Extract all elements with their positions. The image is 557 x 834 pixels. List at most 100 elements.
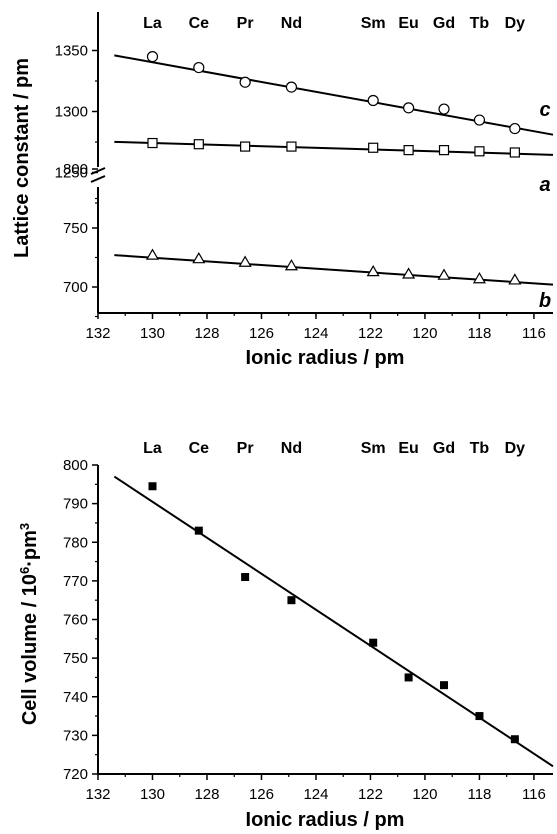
y-tick-label: 1350 — [55, 43, 88, 60]
element-label-gd: Gd — [433, 440, 455, 457]
axis-break-mark — [90, 175, 106, 183]
data-point-filled-square — [194, 526, 203, 535]
x-tick-label: 124 — [303, 325, 328, 342]
y-axis-label-part: 3 — [17, 523, 32, 530]
x-tick-label: 130 — [140, 786, 165, 803]
y-tick-label: 750 — [63, 650, 88, 667]
element-label-tb: Tb — [470, 440, 490, 457]
data-point-square — [147, 137, 158, 149]
y-tick-label: 740 — [63, 689, 88, 706]
y-tick-label: 1250 — [55, 165, 88, 182]
data-point-triangle — [238, 255, 252, 267]
series-label-a: a — [539, 174, 550, 196]
data-point-triangle — [284, 259, 298, 271]
element-label-nd: Nd — [281, 15, 302, 32]
series-label-c: c — [539, 99, 550, 121]
element-label-sm: Sm — [361, 15, 386, 32]
series-label-b: b — [539, 290, 551, 312]
x-tick-label: 120 — [412, 325, 437, 342]
data-point-filled-square — [440, 681, 449, 690]
data-point-circle — [402, 102, 415, 114]
x-tick-label: 132 — [85, 325, 110, 342]
element-label-ce: Ce — [189, 15, 210, 32]
element-label-pr: Pr — [237, 440, 254, 457]
y-axis-label-part: Cell volume / 10 — [19, 574, 41, 725]
data-point-filled-square — [404, 673, 413, 682]
x-tick-label: 130 — [140, 325, 165, 342]
y-tick-label: 1300 — [55, 104, 88, 121]
element-label-la: La — [143, 15, 162, 32]
element-label-dy: Dy — [505, 440, 526, 457]
y-axis-label: Lattice constant / pm — [11, 58, 33, 258]
x-tick-label: 120 — [412, 786, 437, 803]
x-tick-label: 122 — [358, 325, 383, 342]
data-point-circle — [285, 81, 298, 93]
data-point-circle — [367, 94, 379, 107]
data-point-square — [240, 141, 251, 152]
element-label-eu: Eu — [398, 440, 418, 457]
element-label-nd: Nd — [281, 440, 302, 457]
data-point-triangle — [192, 251, 206, 264]
element-label-ce: Ce — [189, 440, 210, 457]
x-tick-label: 126 — [249, 786, 274, 803]
x-tick-label: 128 — [194, 325, 219, 342]
y-tick-label: 780 — [63, 534, 88, 551]
fit-line-b — [114, 254, 554, 286]
data-point-filled-square — [287, 596, 296, 605]
data-point-square — [368, 142, 379, 153]
fit-line — [113, 475, 554, 768]
data-point-square — [438, 145, 450, 156]
data-point-circle — [239, 76, 251, 88]
data-point-filled-square — [369, 638, 378, 647]
data-point-filled-square — [148, 482, 157, 491]
data-point-triangle — [402, 267, 416, 279]
data-point-triangle — [145, 248, 160, 260]
x-tick-label: 116 — [522, 325, 546, 342]
y-axis-label-part: ·pm — [19, 530, 41, 567]
element-label-dy: Dy — [505, 15, 526, 32]
fit-line-a — [114, 140, 554, 156]
fit-line-c — [114, 54, 554, 136]
element-label-eu: Eu — [398, 15, 418, 32]
data-point-circle — [146, 50, 159, 63]
y-tick-label: 730 — [63, 727, 88, 744]
element-label-tb: Tb — [470, 15, 490, 32]
y-tick-label: 750 — [63, 220, 88, 237]
y-axis-label: Cell volume / 106·pm3 — [17, 523, 42, 725]
data-point-square — [193, 139, 204, 150]
x-tick-label: 118 — [467, 325, 491, 342]
y-tick-label: 720 — [63, 766, 88, 783]
data-point-filled-square — [510, 735, 519, 744]
y-axis-label-part: 6 — [17, 567, 32, 574]
y-tick-label: 790 — [63, 496, 88, 513]
x-tick-label: 116 — [522, 786, 546, 803]
element-label-la: La — [143, 440, 162, 457]
data-point-square — [474, 146, 485, 157]
data-point-circle — [473, 114, 486, 126]
data-point-triangle — [437, 268, 451, 280]
data-point-circle — [438, 103, 450, 115]
y-tick-label: 800 — [63, 161, 88, 178]
element-label-gd: Gd — [433, 15, 455, 32]
x-tick-label: 132 — [85, 786, 110, 803]
x-tick-label: 124 — [303, 786, 328, 803]
y-tick-label: 770 — [63, 573, 88, 590]
data-point-triangle — [366, 264, 380, 277]
x-tick-label: 126 — [249, 325, 274, 342]
data-point-circle — [193, 61, 205, 74]
y-tick-label: 700 — [63, 279, 88, 296]
data-point-triangle — [508, 273, 522, 285]
data-point-filled-square — [475, 712, 484, 721]
data-point-filled-square — [241, 573, 250, 582]
data-point-square — [509, 147, 520, 158]
element-label-sm: Sm — [361, 440, 386, 457]
cell-volume-chart: La Ce Pr Nd Sm Eu Gd Tb Dy 720 730 740 750 760 770 780 7… — [17, 440, 554, 831]
x-axis-label: Ionic radius / pm — [246, 347, 405, 369]
y-tick-label: 760 — [63, 612, 88, 629]
x-tick-label: 122 — [358, 786, 383, 803]
data-point-triangle — [472, 272, 486, 284]
element-label-pr: Pr — [237, 15, 254, 32]
data-point-square — [286, 141, 297, 152]
